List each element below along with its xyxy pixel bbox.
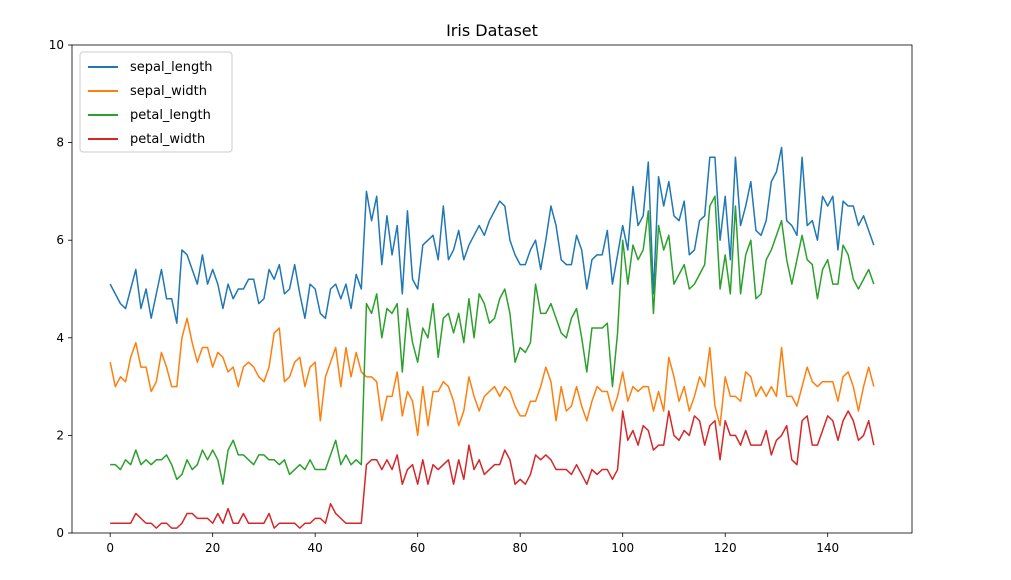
x-tick-label: 60	[410, 541, 425, 555]
series-line-petal-width	[110, 410, 875, 529]
y-tick-label: 0	[56, 526, 64, 540]
x-tick-label: 20	[205, 541, 220, 555]
x-tick-label: 120	[714, 541, 737, 555]
series-line-petal-length	[110, 195, 875, 485]
legend-label: sepal_length	[130, 60, 213, 75]
y-tick-label: 2	[56, 428, 64, 442]
y-axis: 0 2 4 6 8 10	[49, 38, 72, 540]
x-tick-label: 80	[513, 541, 528, 555]
x-tick-label: 140	[816, 541, 839, 555]
legend-box	[79, 51, 233, 153]
series-line-sepal-width	[109, 317, 875, 437]
chart-title: Iris Dataset	[446, 21, 538, 40]
legend-label: petal_length	[130, 108, 211, 123]
y-tick-label: 10	[49, 38, 64, 52]
y-tick-label: 8	[56, 136, 64, 150]
x-tick-label: 0	[106, 541, 114, 555]
series-line-sepal-length	[109, 146, 875, 324]
legend-label: sepal_width	[130, 84, 207, 99]
legend: sepal_length sepal_width petal_lengthpetal…	[79, 51, 233, 153]
x-tick-label: 100	[611, 541, 634, 555]
y-tick-label: 6	[56, 233, 64, 247]
legend-label: petal_width	[130, 132, 205, 147]
x-tick-label: 40	[308, 541, 323, 555]
x-axis: 0 20 40 60 80 100 120 140	[106, 533, 839, 555]
y-tick-label: 4	[56, 331, 64, 345]
series-layer	[109, 146, 875, 529]
plot-frame	[71, 44, 913, 534]
